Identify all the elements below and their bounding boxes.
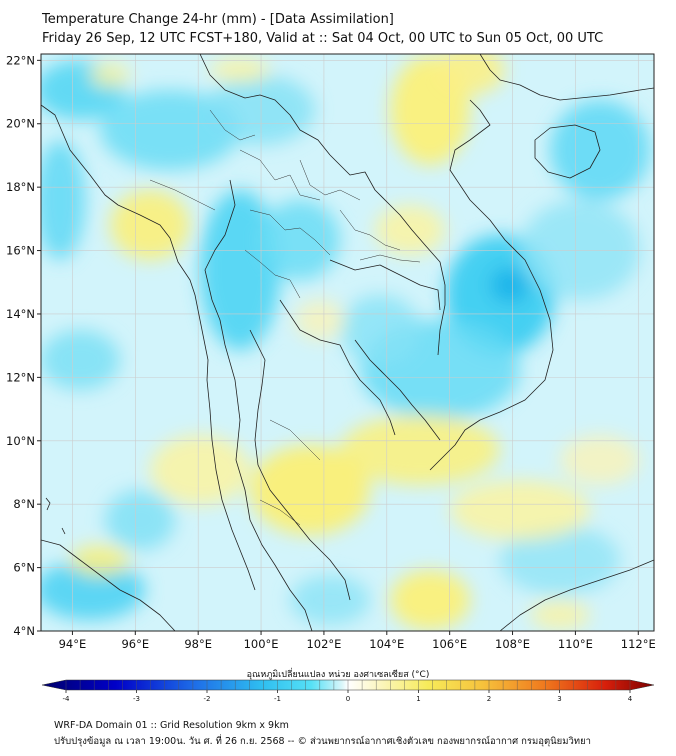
lon-tick-label: 106°E xyxy=(432,637,467,651)
colorbar-tick-label: 4 xyxy=(628,695,633,703)
lon-tick-label: 94°E xyxy=(59,637,87,651)
lat-tick-label: 18°N xyxy=(6,180,35,194)
lon-tick-label: 108°E xyxy=(495,637,530,651)
lon-tick-label: 102°E xyxy=(306,637,341,651)
latitude-axis: 22°N 20°N 18°N 16°N 14°N 12°N 10°N 8°N 6°N 4°N xyxy=(6,53,41,638)
colorbar-tick-label: 0 xyxy=(346,695,350,703)
graticule xyxy=(41,54,654,631)
colorbar-tick-label: 2 xyxy=(487,695,491,703)
map-frame xyxy=(40,53,655,632)
coastlines-and-borders xyxy=(41,54,654,631)
map-subtitle: Friday 26 Sep, 12 UTC FCST+180, Valid at… xyxy=(42,31,604,46)
footer-credits: ปรับปรุงข้อมูล ณ เวลา 19:00น. วัน ศ. ที่… xyxy=(54,736,591,747)
colorbar-tick-label: -3 xyxy=(133,695,140,703)
lat-tick-label: 8°N xyxy=(13,497,35,511)
lon-tick-label: 110°E xyxy=(558,637,593,651)
lat-tick-label: 12°N xyxy=(6,370,35,384)
temperature-field xyxy=(41,54,654,631)
colorbar-tick-label: 3 xyxy=(557,695,561,703)
lon-tick-label: 104°E xyxy=(369,637,404,651)
lat-tick-label: 10°N xyxy=(6,434,35,448)
colorbar-tick-label: 1 xyxy=(416,695,420,703)
lon-tick-label: 100°E xyxy=(244,637,279,651)
colorbar: -4 -3 -2 -1 0 1 2 3 4 xyxy=(41,679,655,703)
lat-tick-label: 14°N xyxy=(6,307,35,321)
colorbar-tick-label: -2 xyxy=(204,695,211,703)
colorbar-tick-label: -1 xyxy=(274,695,281,703)
footer-model-info: WRF-DA Domain 01 :: Grid Resolution 9km … xyxy=(54,720,289,731)
lon-tick-label: 98°E xyxy=(184,637,212,651)
map-title: Temperature Change 24-hr (mm) - [Data As… xyxy=(42,12,394,27)
lat-tick-label: 6°N xyxy=(13,561,35,575)
colorbar-tick-label: -4 xyxy=(63,695,71,703)
lat-tick-label: 4°N xyxy=(13,624,35,638)
colorbar-title: อุณหภูมิเปลี่ยนแปลง หน่วย องศาเซลเซียส (… xyxy=(246,670,430,680)
lat-tick-label: 20°N xyxy=(6,117,35,131)
lon-tick-label: 96°E xyxy=(121,637,149,651)
lat-tick-label: 16°N xyxy=(6,244,35,258)
longitude-axis: 94°E 96°E 98°E 100°E 102°E 104°E 106°E 108°E 110… xyxy=(59,631,656,651)
lat-tick-label: 22°N xyxy=(6,53,35,67)
lon-tick-label: 112°E xyxy=(621,637,656,651)
